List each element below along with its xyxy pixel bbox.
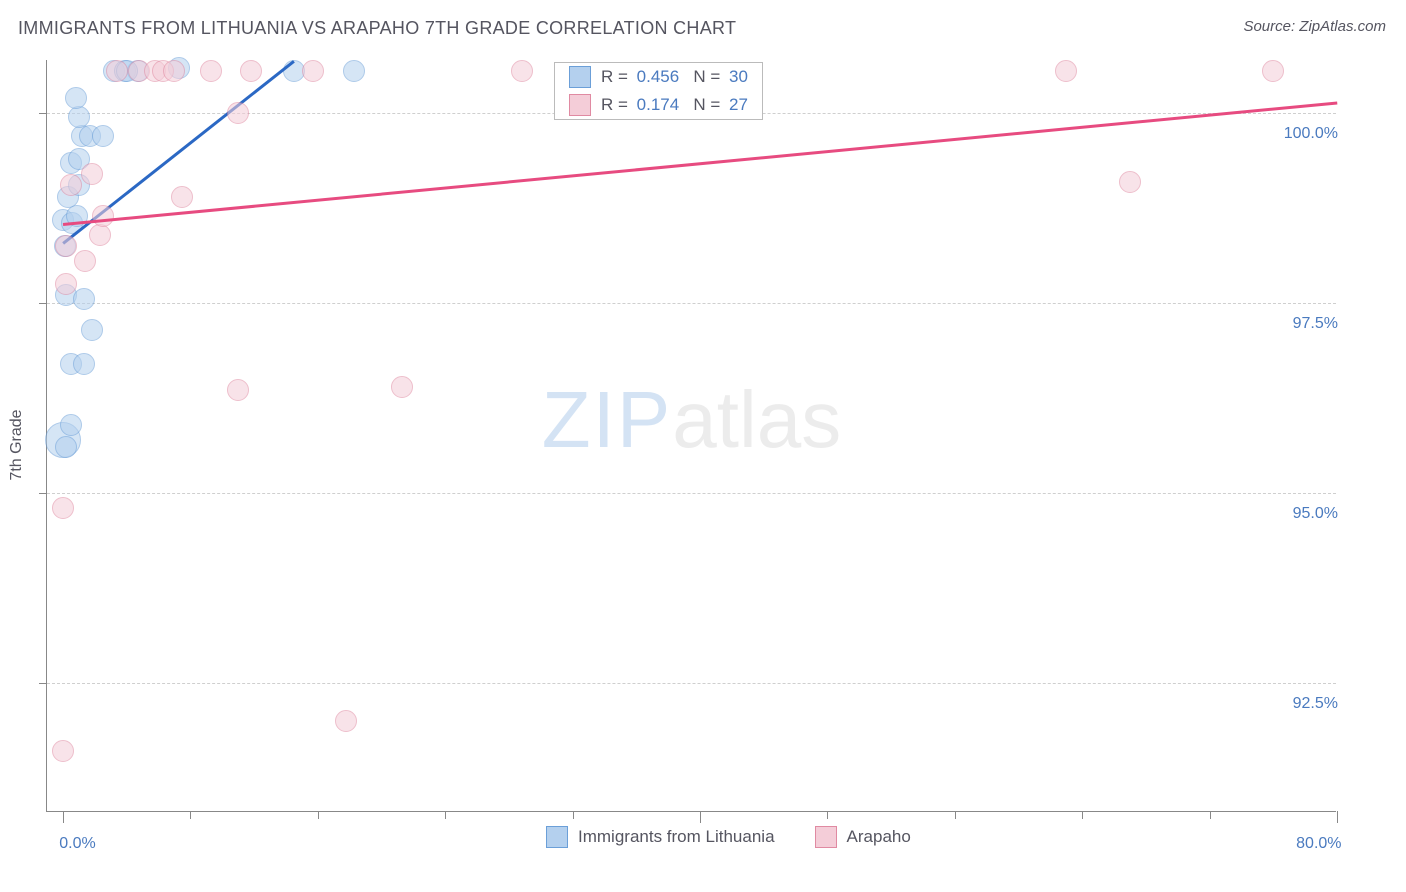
x-minor-tick	[318, 811, 319, 819]
marker-arapaho	[55, 235, 77, 257]
gridline-h	[47, 303, 1336, 304]
marker-arapaho	[74, 250, 96, 272]
y-tick-label: 100.0%	[1284, 125, 1338, 143]
marker-arapaho	[92, 205, 114, 227]
stats-row-arapaho: R = 0.174 N = 27	[555, 91, 762, 119]
y-tick	[39, 303, 47, 304]
marker-arapaho	[52, 497, 74, 519]
trendline-arapaho	[63, 102, 1337, 226]
chart-container: IMMIGRANTS FROM LITHUANIA VS ARAPAHO 7TH…	[0, 0, 1406, 892]
marker-arapaho	[200, 60, 222, 82]
gridline-h	[47, 683, 1336, 684]
watermark: ZIPatlas	[542, 374, 841, 466]
marker-lithuania	[55, 436, 77, 458]
marker-arapaho	[1262, 60, 1284, 82]
watermark-part1: ZIP	[542, 375, 672, 464]
marker-arapaho	[511, 60, 533, 82]
gridline-h	[47, 493, 1336, 494]
x-minor-tick	[190, 811, 191, 819]
stats-legend: R = 0.456 N = 30 R = 0.174 N = 27	[554, 62, 763, 120]
y-tick-label: 92.5%	[1293, 695, 1338, 713]
stats-text-lithuania: R = 0.456 N = 30	[601, 67, 748, 87]
marker-lithuania	[65, 87, 87, 109]
marker-lithuania	[73, 288, 95, 310]
plot-area: 7th Grade ZIPatlas 92.5%95.0%97.5%100.0%…	[46, 60, 1336, 812]
marker-arapaho	[227, 102, 249, 124]
marker-arapaho	[302, 60, 324, 82]
marker-lithuania	[92, 125, 114, 147]
source-attribution: Source: ZipAtlas.com	[1243, 18, 1386, 35]
x-major-tick	[1337, 811, 1338, 823]
watermark-part2: atlas	[672, 375, 841, 464]
marker-arapaho	[240, 60, 262, 82]
chart-title: IMMIGRANTS FROM LITHUANIA VS ARAPAHO 7TH…	[18, 18, 736, 39]
legend-swatch-arapaho	[815, 826, 837, 848]
x-minor-tick	[827, 811, 828, 819]
y-tick	[39, 113, 47, 114]
x-minor-tick	[445, 811, 446, 819]
marker-arapaho	[1119, 171, 1141, 193]
legend-label-arapaho: Arapaho	[847, 827, 911, 847]
x-minor-tick	[1082, 811, 1083, 819]
swatch-lithuania	[569, 66, 591, 88]
marker-arapaho	[89, 224, 111, 246]
marker-arapaho	[391, 376, 413, 398]
marker-lithuania	[343, 60, 365, 82]
series-legend: Immigrants from Lithuania Arapaho	[546, 826, 941, 848]
marker-arapaho	[52, 740, 74, 762]
marker-arapaho	[106, 60, 128, 82]
y-tick-label: 95.0%	[1293, 505, 1338, 523]
x-major-tick	[63, 811, 64, 823]
x-minor-tick	[955, 811, 956, 819]
marker-arapaho	[163, 60, 185, 82]
y-tick	[39, 493, 47, 494]
x-minor-tick	[1210, 811, 1211, 819]
marker-lithuania	[81, 319, 103, 341]
marker-arapaho	[1055, 60, 1077, 82]
marker-arapaho	[335, 710, 357, 732]
marker-lithuania	[60, 414, 82, 436]
x-tick-label: 0.0%	[59, 835, 95, 853]
x-major-tick	[700, 811, 701, 823]
swatch-arapaho	[569, 94, 591, 116]
marker-arapaho	[55, 273, 77, 295]
x-tick-label: 80.0%	[1296, 835, 1341, 853]
y-tick	[39, 683, 47, 684]
marker-arapaho	[171, 186, 193, 208]
marker-arapaho	[81, 163, 103, 185]
y-tick-label: 97.5%	[1293, 315, 1338, 333]
marker-arapaho	[60, 174, 82, 196]
stats-text-arapaho: R = 0.174 N = 27	[601, 95, 748, 115]
x-minor-tick	[573, 811, 574, 819]
legend-swatch-lithuania	[546, 826, 568, 848]
legend-label-lithuania: Immigrants from Lithuania	[578, 827, 775, 847]
marker-arapaho	[227, 379, 249, 401]
stats-row-lithuania: R = 0.456 N = 30	[555, 63, 762, 91]
marker-lithuania	[73, 353, 95, 375]
y-axis-title: 7th Grade	[8, 409, 26, 480]
